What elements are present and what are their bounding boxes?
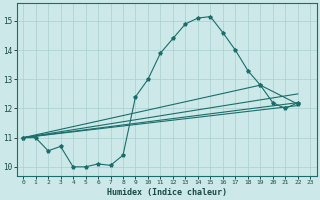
X-axis label: Humidex (Indice chaleur): Humidex (Indice chaleur) [107, 188, 227, 197]
